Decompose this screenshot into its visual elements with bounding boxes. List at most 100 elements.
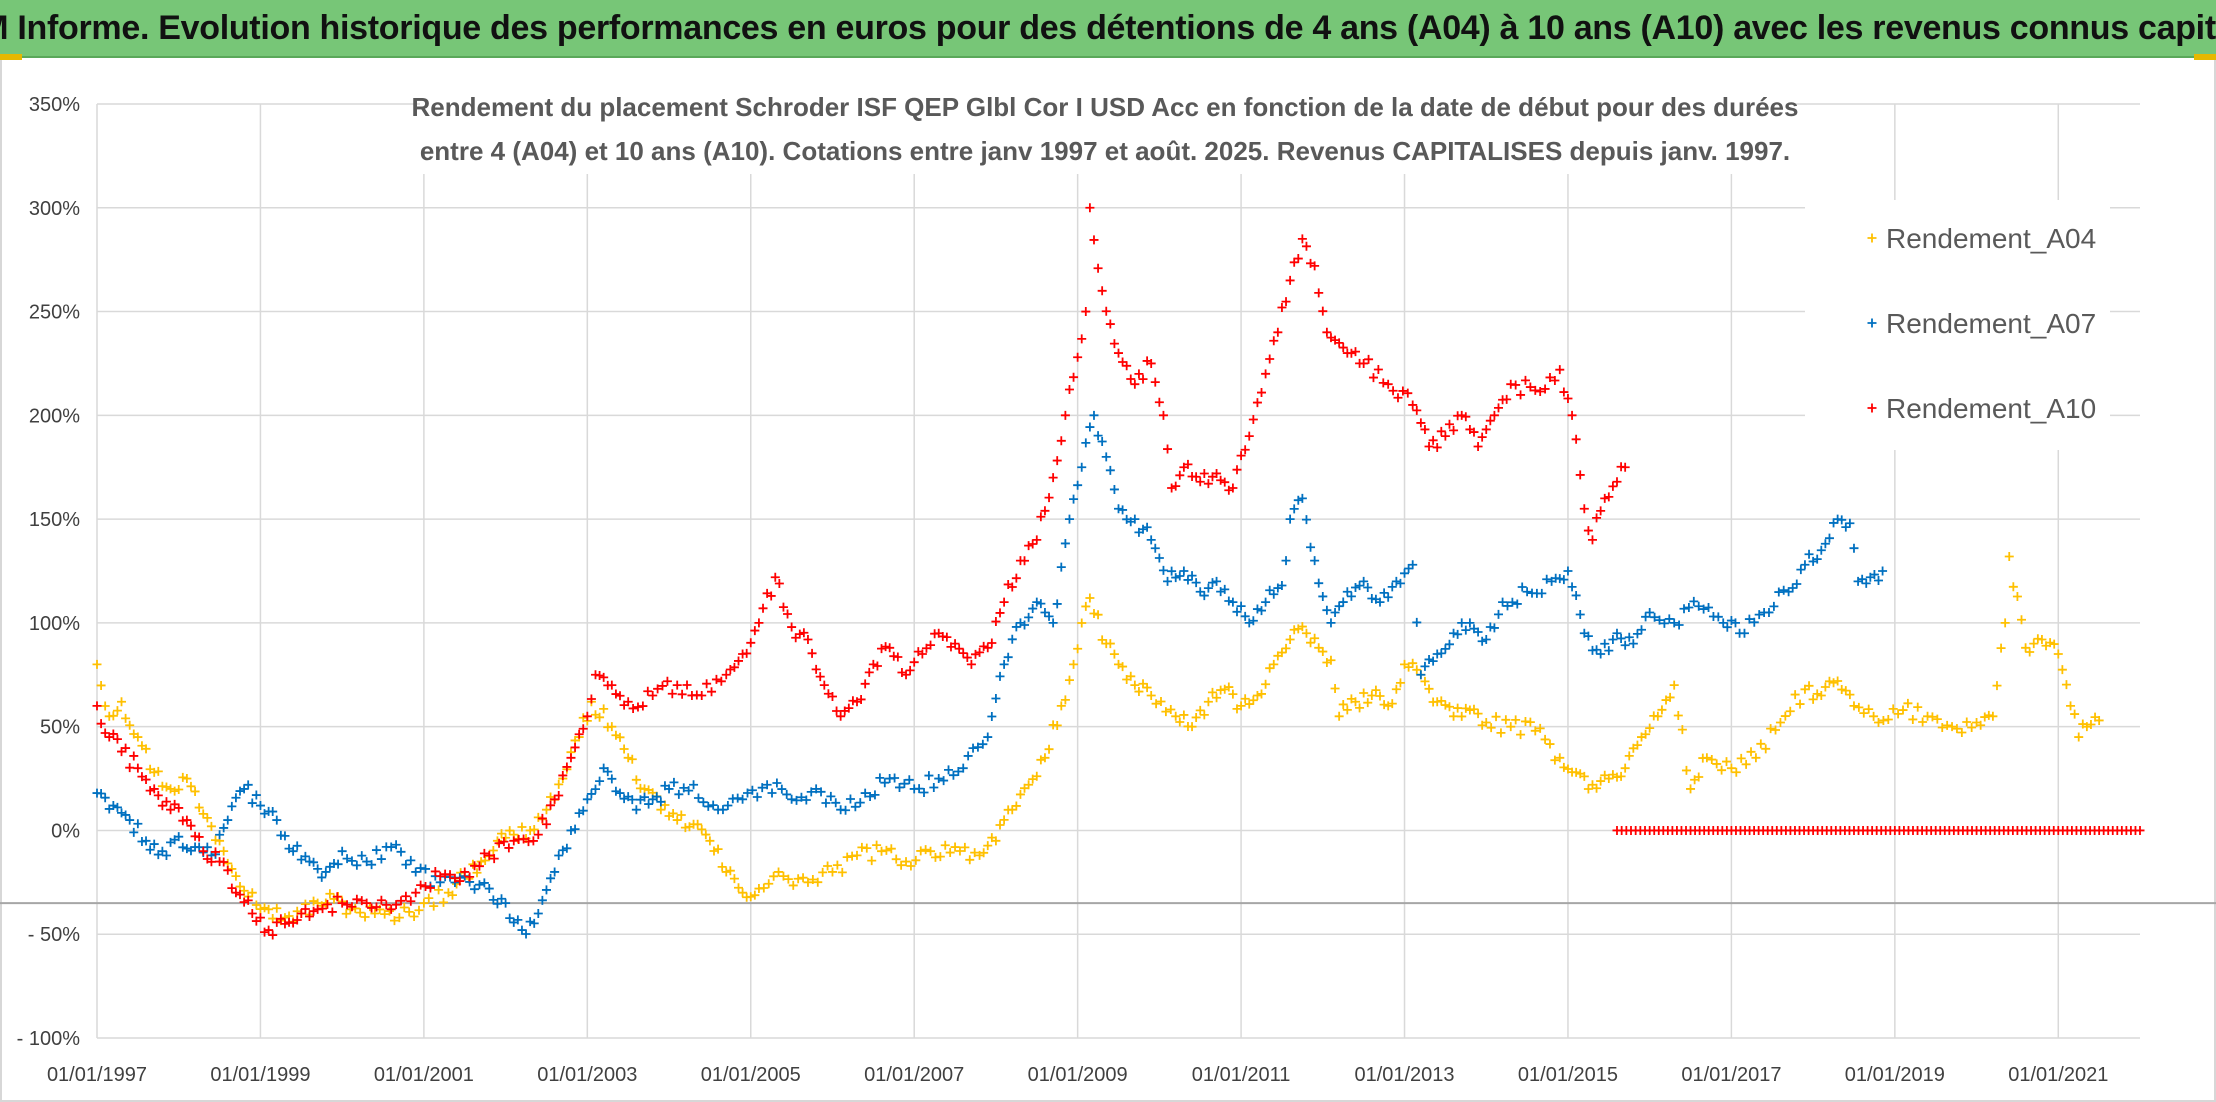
data-point-fill [194,803,204,813]
data-point [787,622,797,632]
data-point-fill [808,874,818,884]
data-point-fill [1142,683,1152,693]
data-point-fill [1624,751,1634,761]
data-point [296,908,306,918]
data-point-fill [698,797,708,807]
data-point-fill [1962,717,1972,727]
data-point-fill [1097,436,1107,446]
data-point-fill [1491,712,1501,722]
data-point [1236,701,1246,711]
data-point [394,913,404,923]
data-point [1146,535,1156,545]
data-point-fill [1109,339,1119,349]
data-point [1244,431,1254,441]
data-point-fill [1511,715,1521,725]
data-point-fill [1371,685,1381,695]
data-point [1334,711,1344,721]
chart-subtitle-line-1: Rendement du placement Schroder ISF QEP … [412,92,1799,122]
data-point-fill [1134,369,1144,379]
data-point [541,805,551,815]
data-point-fill [656,797,666,807]
data-point-fill [1301,515,1311,525]
data-point-fill [750,890,760,900]
data-point-fill [210,847,220,857]
data-point-fill [1393,393,1403,403]
data-point [966,659,976,669]
data-point-fill [243,895,253,905]
data-point [1064,514,1074,524]
data-point-fill [1469,704,1479,714]
data-point-fill [767,788,777,798]
data-point-fill [1154,397,1164,407]
data-point [1457,410,1467,420]
data-point-fill [1854,702,1864,712]
data-point [1060,410,1070,420]
data-point [1465,618,1475,628]
data-point-fill [153,766,163,776]
data-point [1726,763,1736,773]
data-point-fill [251,790,261,800]
y-tick-label: 300% [29,198,80,220]
data-point-fill [860,679,870,689]
data-point-fill [991,693,1001,703]
data-point [2004,551,2014,561]
data-point [934,774,944,784]
data-point-fill [1073,480,1083,490]
data-point [108,801,118,811]
data-point-fill [1416,418,1426,428]
data-point-fill [219,823,229,833]
data-point [476,857,486,867]
data-point [419,898,429,908]
data-point-fill [973,742,983,752]
data-point [501,898,511,908]
data-point-fill [1424,654,1434,664]
data-point-fill [1150,377,1160,387]
data-point-fill [693,793,703,803]
data-point-fill [733,793,743,803]
data-point-fill [1780,711,1790,721]
data-point [411,888,421,898]
data-point-fill [1011,573,1021,583]
data-point-fill [554,779,564,789]
data-point-fill [1550,755,1560,765]
data-point-fill [1502,601,1512,611]
data-point-fill [1424,684,1434,694]
data-point-fill [658,681,668,691]
data-point [1322,327,1332,337]
data-point-fill [1236,601,1246,611]
data-point-fill [1220,477,1230,487]
data-point-fill [1408,658,1418,668]
data-point-fill [1984,710,1994,720]
data-point [1853,576,1863,586]
data-point-fill [1081,438,1091,448]
data-point-fill [774,867,784,877]
data-point-fill [872,840,882,850]
x-tick-label: 01/01/2019 [1845,1064,1945,1086]
data-point-fill [1167,566,1177,576]
data-point-fill [1620,640,1630,650]
data-point-fill [599,704,609,714]
data-point-fill [1804,681,1814,691]
data-point-fill [1535,387,1545,397]
data-point-fill [979,848,989,858]
data-point-fill [1420,424,1430,434]
data-point-fill [1927,712,1937,722]
data-point-fill [129,751,139,761]
data-point-fill [870,790,880,800]
data-point-fill [280,831,290,841]
x-tick-label: 01/01/2009 [1028,1064,1128,1086]
data-point-fill [1616,633,1626,643]
data-point-fill [1592,645,1602,655]
data-point-fill [1269,589,1279,599]
data-point-fill [813,877,823,887]
data-point-fill [2008,582,2018,592]
data-point-fill [1154,553,1164,563]
data-point-fill [1350,582,1360,592]
data-point-fill [1007,634,1017,644]
data-point [411,867,421,877]
data-point [1408,560,1418,570]
data-point-fill [1224,682,1234,692]
data-point-fill [1011,622,1021,632]
data-point [770,572,780,582]
data-point-fill [108,729,118,739]
